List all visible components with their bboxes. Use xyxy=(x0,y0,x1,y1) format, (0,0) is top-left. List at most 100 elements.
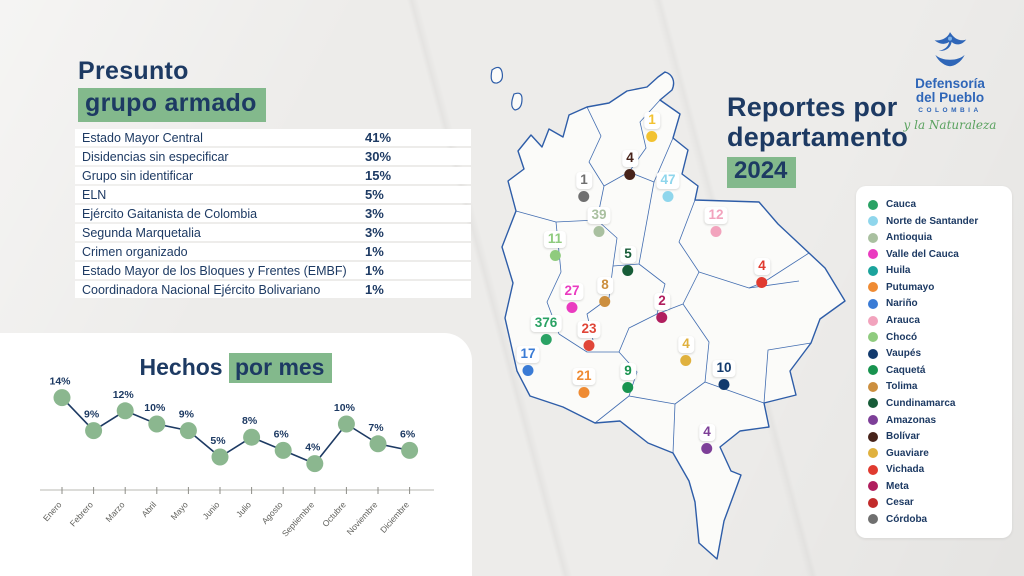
marker-dot-icon xyxy=(599,296,611,307)
legend-label: Vaupés xyxy=(886,348,922,360)
table-row-coordinadora-nacional-ejerci: Coordinadora Nacional Ejército Bolivaria… xyxy=(75,281,471,298)
marker-dot-icon xyxy=(622,265,634,276)
table-row-eln: ELN 5% xyxy=(75,186,471,203)
legend-label: Caquetá xyxy=(886,364,926,376)
marker-value: 27 xyxy=(560,283,584,300)
chart-point-label: 8% xyxy=(242,415,258,427)
marker-dot-icon xyxy=(710,226,722,237)
marker-value: 1 xyxy=(576,172,592,189)
map-marker-choco: 11 xyxy=(543,231,567,261)
groups-title: Presunto xyxy=(78,57,189,85)
group-name: Ejército Gaitanista de Colombia xyxy=(82,206,258,221)
map-marker-norte-de-santander: 47 xyxy=(656,172,680,202)
legend-label: Tolima xyxy=(886,381,918,393)
table-row-segunda-marquetalia: Segunda Marquetalia 3% xyxy=(75,224,471,241)
chart-point xyxy=(306,455,324,473)
group-name: Coordinadora Nacional Ejército Bolivaria… xyxy=(82,282,321,297)
marker-value: 23 xyxy=(577,321,601,338)
legend-label: Córdoba xyxy=(886,513,928,525)
group-name: Disidencias sin especificar xyxy=(82,149,229,164)
legend-dot-icon xyxy=(868,365,878,376)
marker-value: 4 xyxy=(699,424,715,441)
map-marker-cauca: 376 xyxy=(530,315,562,345)
legend-dot-icon xyxy=(868,216,878,227)
legend-dot-icon xyxy=(868,199,878,210)
legend-dot-icon xyxy=(868,282,878,293)
marker-dot-icon xyxy=(701,443,713,454)
legend-label: Cauca xyxy=(886,199,917,210)
legend-dot-icon xyxy=(868,464,878,475)
legend-dot-icon xyxy=(868,415,878,426)
logo-title-line2: del Pueblo xyxy=(915,90,985,105)
legend-item-cesar: Cesar xyxy=(868,497,1000,508)
logo-subtitle: COLOMBIA xyxy=(918,107,982,114)
marker-dot-icon xyxy=(624,169,636,180)
monthly-chart-title-highlight: por mes xyxy=(229,353,333,383)
legend-label: Cesar xyxy=(886,497,914,509)
chart-point-label: 4% xyxy=(305,442,321,454)
marker-dot-icon xyxy=(583,340,595,351)
chart-point xyxy=(148,415,166,433)
marker-dot-icon xyxy=(593,226,605,237)
group-name: ELN xyxy=(82,187,107,202)
group-percentage: 15% xyxy=(365,168,392,183)
marker-value: 39 xyxy=(587,207,611,224)
legend-item-vichada: Vichada xyxy=(868,464,1000,475)
legend-label: Bolívar xyxy=(886,431,920,443)
marker-dot-icon xyxy=(662,191,674,202)
marker-value: 5 xyxy=(620,246,636,263)
legend-item-antioquia: Antioquia xyxy=(868,232,1000,243)
map-legend: Cauca Norte de Santander Antioquia Valle de… xyxy=(856,186,1012,538)
legend-dot-icon xyxy=(868,398,878,409)
legend-item-vaupes: Vaupés xyxy=(868,348,1000,359)
legend-item-cordoba: Córdoba xyxy=(868,514,1000,525)
group-percentage: 3% xyxy=(365,206,384,221)
logo-tagline: y la Naturaleza xyxy=(903,118,997,132)
group-name: Estado Mayor Central xyxy=(82,130,203,145)
map-marker-cesar: 1 xyxy=(644,112,660,142)
map-marker-narino: 17 xyxy=(516,346,540,376)
group-name: Crimen organizado xyxy=(82,244,188,259)
legend-label: Nariño xyxy=(886,298,918,310)
legend-dot-icon xyxy=(868,232,878,243)
map-marker-putumayo: 21 xyxy=(572,368,596,398)
legend-label: Vichada xyxy=(886,464,925,476)
monthly-chart-panel: Hechos por mes 14% 9% 12% 10% 9% 5% 8% 6% 4% 10% 7… xyxy=(0,333,472,576)
map-title-line1: Reportes por xyxy=(727,92,898,122)
marker-value: 4 xyxy=(678,336,694,353)
defensoria-logo: Defensoría del Pueblo COLOMBIA y la Natu… xyxy=(894,28,1006,132)
legend-dot-icon xyxy=(868,481,878,492)
chart-point-label: 12% xyxy=(113,389,135,401)
legend-label: Cundinamarca xyxy=(886,397,956,409)
legend-item-arauca: Arauca xyxy=(868,315,1000,326)
map-title-line2: departamento xyxy=(727,122,908,152)
legend-dot-icon xyxy=(868,431,878,442)
marker-value: 47 xyxy=(656,172,680,189)
map-marker-tolima: 8 xyxy=(597,277,613,307)
marker-value: 8 xyxy=(597,277,613,294)
table-row-ejercito-gaitanista-de-colom: Ejército Gaitanista de Colombia 3% xyxy=(75,205,471,222)
chart-point-label: 10% xyxy=(334,402,356,414)
group-percentage: 5% xyxy=(365,187,384,202)
legend-dot-icon xyxy=(868,298,878,309)
table-row-estado-mayor-de-los-bloques-: Estado Mayor de los Bloques y Frentes (E… xyxy=(75,262,471,279)
legend-label: Arauca xyxy=(886,315,920,327)
marker-dot-icon xyxy=(646,131,658,142)
marker-value: 9 xyxy=(620,363,636,380)
year-badge: 2024 xyxy=(727,157,797,188)
marker-value: 21 xyxy=(572,368,596,385)
map-marker-arauca: 12 xyxy=(704,207,728,237)
chart-point xyxy=(337,415,355,433)
legend-item-bolivar: Bolívar xyxy=(868,431,1000,442)
marker-dot-icon xyxy=(578,191,590,202)
marker-value: 376 xyxy=(530,315,562,332)
legend-label: Meta xyxy=(886,480,909,492)
chart-point-label: 14% xyxy=(49,376,71,388)
monthly-chart-title: Hechos por mes xyxy=(0,353,472,383)
legend-dot-icon xyxy=(868,514,878,525)
legend-dot-icon xyxy=(868,315,878,326)
marker-dot-icon xyxy=(549,250,561,261)
chart-point-label: 9% xyxy=(179,409,195,421)
